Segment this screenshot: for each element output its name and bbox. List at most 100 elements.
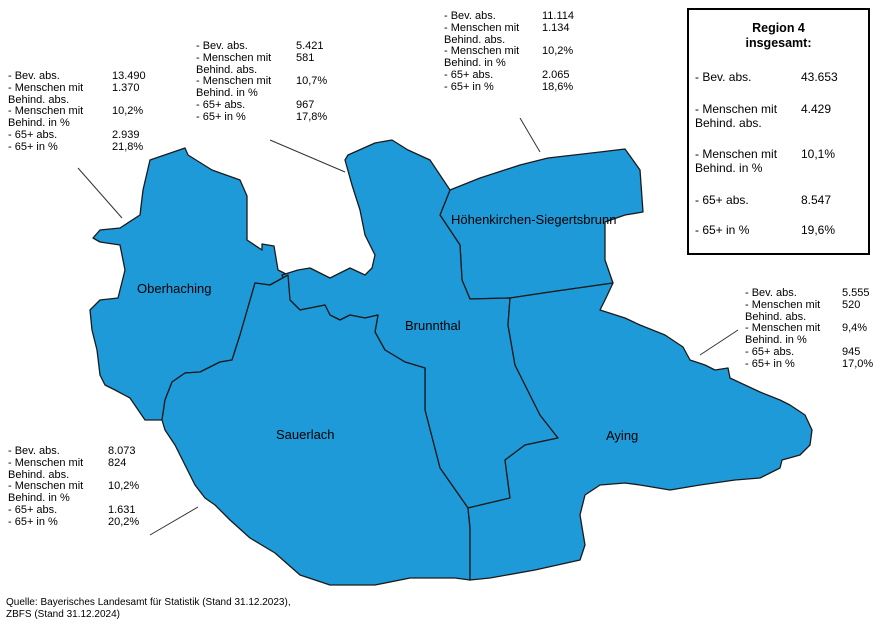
leader-line-oberhaching (77, 167, 123, 219)
stat-label: - 65+ abs. (8, 128, 58, 141)
stat-row: - Menschen mit Behind. in % 10,2% (8, 105, 143, 130)
stat-value: 520 (842, 298, 861, 311)
stat-row: - Menschen mit Behind. abs. 1.370 (8, 81, 140, 107)
stat-label: - Menschen mit Behind. in % (196, 75, 272, 100)
stat-label: - Menschen mit Behind. abs. (196, 51, 272, 76)
stat-label: - 65+ abs. (444, 68, 494, 81)
stat-label: - 65+ abs. (196, 98, 246, 111)
stat-row: - 65+ abs. 967 (196, 98, 314, 112)
stat-row: - 65+ in % 17,0% (745, 357, 873, 371)
stat-row: - Bev. abs. 5.555 (745, 287, 870, 300)
stat-value: 1.370 (112, 81, 140, 94)
stat-row: - Menschen mit Behind. in % 9,4% (745, 322, 867, 347)
stat-label: - 65+ abs. (745, 345, 795, 358)
source-note: Quelle: Bayerisches Landesamt für Statis… (6, 597, 291, 620)
stats-hoehenkirchen: - Bev. abs. 11.114- Menschen mit Behind. … (444, 10, 574, 94)
region-sauerlach[interactable] (161, 274, 471, 586)
stat-label: - Bev. abs. (745, 287, 797, 299)
stat-value: 20,2% (108, 515, 140, 528)
stat-row: - Menschen mit Behind. abs. 520 (745, 298, 860, 324)
stat-row: - Menschen mit Behind. abs. 1.134 (444, 21, 570, 47)
stat-value: 5.421 (296, 40, 324, 52)
stat-row: - Menschen mit Behind. in % 10,7% (196, 75, 327, 100)
stat-row: - Bev. abs. 5.421 (196, 40, 324, 53)
stat-value: 8.073 (108, 445, 136, 457)
stat-label: - Menschen mit Behind. in % (745, 322, 821, 347)
stats-oberhaching: - Bev. abs. 13.490- Menschen mit Behind. … (8, 70, 146, 154)
stat-value: 17,0% (842, 357, 874, 370)
stat-value: 824 (108, 456, 127, 469)
stat-label: - Menschen mit Behind. abs. (8, 81, 84, 106)
stat-value: 9,4% (842, 322, 868, 335)
stat-label: - 65+ in % (444, 80, 494, 93)
stat-value: 1.134 (542, 21, 570, 34)
stat-value: 13.490 (112, 70, 146, 82)
stat-row: - 65+ in % 21,8% (8, 140, 143, 154)
region-label-brunnthal: Brunnthal (405, 318, 461, 333)
stat-value: 10,2% (108, 480, 140, 493)
stat-value: 945 (842, 345, 861, 358)
region-label-sauerlach: Sauerlach (276, 427, 335, 442)
stat-label: - Menschen mit Behind. abs. (745, 298, 821, 323)
totals-row: - Menschen mit Behind. in % 10,1% (695, 147, 836, 175)
stat-label: - 65+ in % (196, 110, 246, 123)
totals-row: - Menschen mit Behind. abs. 4.429 (695, 102, 832, 130)
stat-row: - 65+ abs. 1.631 (8, 503, 136, 517)
stat-label: - Bev. abs. (444, 10, 496, 22)
stat-row: - 65+ in % 20,2% (8, 515, 139, 529)
region-label-hoehenkirchen-siegertsbrunn: Höhenkirchen-Siegertsbrunn (451, 212, 617, 227)
stat-label: - 65+ abs. (8, 503, 58, 516)
stat-label: - Menschen mit Behind. abs. (444, 21, 520, 46)
totals-row: - 65+ in % 19,6% (695, 223, 836, 237)
stat-label: - Bev. abs. (8, 70, 60, 82)
stat-value: 2.939 (112, 128, 140, 141)
stats-brunnthal: - Bev. abs. 5.421- Menschen mit Behind. a… (196, 40, 327, 124)
stat-value: 10,2% (542, 45, 574, 58)
stat-value: 17,8% (296, 110, 328, 123)
leader-line-hoehenkirchen (519, 117, 541, 153)
stat-row: - Bev. abs. 13.490 (8, 70, 146, 83)
stat-row: - 65+ abs. 2.939 (8, 128, 140, 142)
stat-value: 10,2% (112, 105, 144, 118)
stat-row: - Menschen mit Behind. abs. 824 (8, 456, 126, 482)
stat-label: - Menschen mit Behind. in % (8, 105, 84, 130)
stat-label: - Bev. abs. (196, 40, 248, 52)
region-label-aying: Aying (606, 428, 639, 443)
stat-row: - Menschen mit Behind. in % 10,2% (8, 480, 139, 505)
stat-row: - 65+ in % 18,6% (444, 80, 573, 94)
leader-line-sauerlach (149, 506, 199, 536)
leader-line-aying (699, 329, 739, 356)
stat-value: 21,8% (112, 140, 144, 153)
totals-row: - 65+ abs. 8.547 (695, 193, 832, 207)
stat-value: 10,7% (296, 75, 328, 88)
stat-label: - 65+ in % (745, 357, 795, 370)
stat-value: 1.631 (108, 503, 136, 516)
stat-label: - 65+ in % (8, 140, 58, 153)
totals-title: Region 4 insgesamt: (745, 21, 812, 50)
region-label-oberhaching: Oberhaching (137, 281, 212, 296)
stat-value: 5.555 (842, 287, 870, 299)
stat-label: - Menschen mit Behind. in % (8, 480, 84, 505)
stat-row: - Menschen mit Behind. in % 10,2% (444, 45, 573, 70)
stat-label: - Bev. abs. (8, 445, 60, 457)
totals-box: Region 4 insgesamt: - Bev. abs. 43.653 - … (687, 8, 870, 255)
stat-row: - Bev. abs. 8.073 (8, 445, 136, 458)
stat-label: - 65+ in % (8, 515, 58, 528)
stat-value: 2.065 (542, 68, 570, 81)
stat-row: - Menschen mit Behind. abs. 581 (196, 51, 314, 77)
region-aying[interactable] (467, 282, 813, 581)
stat-label: - Menschen mit Behind. in % (444, 45, 520, 70)
stat-row: - Bev. abs. 11.114 (444, 10, 574, 23)
stat-value: 967 (296, 98, 315, 111)
stat-row: - 65+ in % 17,8% (196, 110, 327, 124)
stat-label: - Menschen mit Behind. abs. (8, 456, 84, 481)
stat-row: - 65+ abs. 2.065 (444, 68, 570, 82)
stat-row: - 65+ abs. 945 (745, 345, 860, 359)
stat-value: 581 (296, 51, 315, 64)
stat-value: 18,6% (542, 80, 574, 93)
stats-aying: - Bev. abs. 5.555- Menschen mit Behind. a… (745, 287, 873, 371)
stat-value: 11.114 (542, 10, 575, 22)
stats-sauerlach: - Bev. abs. 8.073- Menschen mit Behind. a… (8, 445, 139, 529)
leader-line-brunnthal (269, 139, 346, 173)
